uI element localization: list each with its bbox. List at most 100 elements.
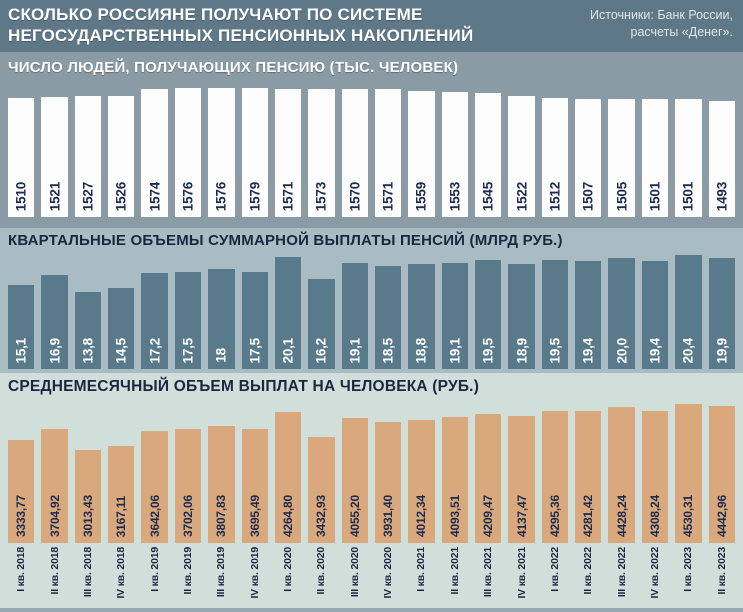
bar-value-label: 19,1 [347,337,363,363]
bar-value-label: 3432,93 [314,495,329,537]
bar-value-label: 14,5 [113,337,129,363]
bar: 1526 [108,95,135,217]
bar-value-label: 1522 [514,181,530,211]
bar-value-label: 19,4 [580,337,596,363]
bar: 13,8 [74,292,102,369]
bar-value-label: 1571 [280,181,296,211]
bar: 3702,06 [174,429,202,543]
bar: 14,5 [108,288,135,369]
bar-value-label: 4428,24 [614,495,629,537]
bar-value-label: 1576 [213,181,229,211]
bar: 1545 [475,93,502,217]
x-axis-label: I кв. 2021 [415,547,428,592]
bar: 3432,93 [308,437,335,543]
bar-value-label: 1493 [714,181,730,211]
bar-value-label: 3807,83 [214,495,229,537]
bar-value-label: 3333,77 [14,495,29,537]
bar: 4264,80 [274,411,302,543]
x-axis-label: IV кв. 2019 [248,547,261,599]
bar: 3695,49 [241,429,268,543]
bar: 1559 [408,90,435,217]
bar: 16,2 [308,278,335,369]
x-axis-label: I кв. 2018 [15,547,28,592]
x-axis-label: III кв. 2018 [81,547,94,598]
bar: 19,4 [641,260,669,369]
bar: 18,9 [508,263,535,369]
bar-value-label: 18 [213,348,229,363]
bar-value-label: 20,4 [680,337,696,363]
bar-value-label: 19,9 [714,337,730,363]
bar: 4308,24 [641,410,669,543]
bar: 1507 [575,98,602,217]
bar-value-label: 1501 [647,181,663,211]
bar-value-label: 4055,20 [347,495,362,537]
bar-value-label: 19,4 [647,337,663,363]
x-axis-label: I кв. 2020 [282,547,295,592]
bar: 16,9 [41,274,68,369]
source-line-1: Источники: Банк России, [590,8,733,22]
bar: 20,0 [608,257,635,369]
x-axis-label-column: II кв. 2021 [442,545,468,608]
bar-value-label: 1527 [80,181,96,211]
bar: 4093,51 [441,417,469,543]
bar: 3642,06 [141,431,168,543]
bar: 19,5 [475,260,502,369]
x-axis-label: I кв. 2023 [682,547,695,592]
bar: 3013,43 [74,450,102,543]
bar-value-label: 1553 [447,181,463,211]
bar: 1576 [208,88,235,217]
x-axis-label-column: IV кв. 2019 [242,545,268,608]
section-quarterly-payouts: КВАРТАЛЬНЫЕ ОБЪЕМЫ СУММАРНОЙ ВЫПЛАТЫ ПЕН… [0,228,743,372]
source-line-2: расчеты «Денег». [630,24,733,39]
source-note: Источники: Банк России, расчеты «Денег». [590,5,733,41]
x-axis-label-column: IV кв. 2022 [642,545,668,608]
x-axis-label: III кв. 2020 [348,547,361,598]
bar-value-label: 17,5 [247,337,263,363]
x-axis-label: III кв. 2022 [615,547,628,598]
bar: 3704,92 [41,429,68,543]
x-axis-label-column: II кв. 2019 [175,545,201,608]
bar: 4012,34 [408,419,435,543]
bar-value-label: 1510 [13,181,29,211]
bar-value-label: 1501 [680,181,696,211]
bar: 17,2 [141,273,168,369]
bar-value-label: 17,5 [180,337,196,363]
bar-value-label: 3704,92 [47,495,62,537]
x-axis-label: IV кв. 2020 [382,547,395,599]
x-axis-label: II кв. 2018 [48,547,61,595]
section-heading-average-payout: СРЕДНЕМЕСЯЧНЫЙ ОБЪЕМ ВЫПЛАТ НА ЧЕЛОВЕКА … [0,372,743,400]
x-axis-label: II кв. 2022 [582,547,595,595]
bar-value-label: 4281,42 [581,495,596,537]
x-axis-label-column: III кв. 2020 [342,545,368,608]
bar-value-label: 1579 [247,181,263,211]
x-axis-label: III кв. 2019 [215,547,228,598]
bar-value-label: 4295,36 [547,495,562,537]
bar: 3807,83 [208,425,235,543]
x-axis-label-column: I кв. 2023 [675,545,701,608]
bar-value-label: 16,2 [313,337,329,363]
section-heading-quarterly-payouts: КВАРТАЛЬНЫЕ ОБЪЕМЫ СУММАРНОЙ ВЫПЛАТЫ ПЕН… [0,228,743,252]
bar: 18,5 [374,265,402,369]
x-axis-label-column: I кв. 2019 [141,545,167,608]
bar: 1522 [508,96,535,217]
bar-value-label: 3642,06 [147,495,162,537]
x-axis-label-column: IV кв. 2021 [508,545,534,608]
bar: 1571 [374,89,402,217]
x-axis-label-column: I кв. 2020 [275,545,301,608]
bar: 4137,47 [508,415,535,543]
bar-value-label: 1573 [313,181,329,211]
bar-value-label: 20,1 [280,337,296,363]
bar: 1521 [41,96,68,217]
bar: 1553 [441,91,469,217]
title-line-1: СКОЛЬКО РОССИЯНЕ ПОЛУЧАЮТ ПО СИСТЕМЕ [8,5,423,24]
x-axis-label: II кв. 2023 [715,547,728,595]
x-axis-label-column: I кв. 2022 [542,545,568,608]
x-axis-label: II кв. 2020 [315,547,328,595]
bar-value-label: 16,9 [47,337,63,363]
x-axis-label-column: II кв. 2022 [575,545,601,608]
bar-value-label: 4209,47 [481,495,496,537]
bar: 19,9 [708,258,735,369]
x-axis-labels: I кв. 2018 II кв. 2018 III кв. 2018 IV кв. … [0,545,743,608]
bar-chart-average-payout: 3333,77 3704,92 3013,43 3167,11 3642,06 3702,… [0,400,743,545]
